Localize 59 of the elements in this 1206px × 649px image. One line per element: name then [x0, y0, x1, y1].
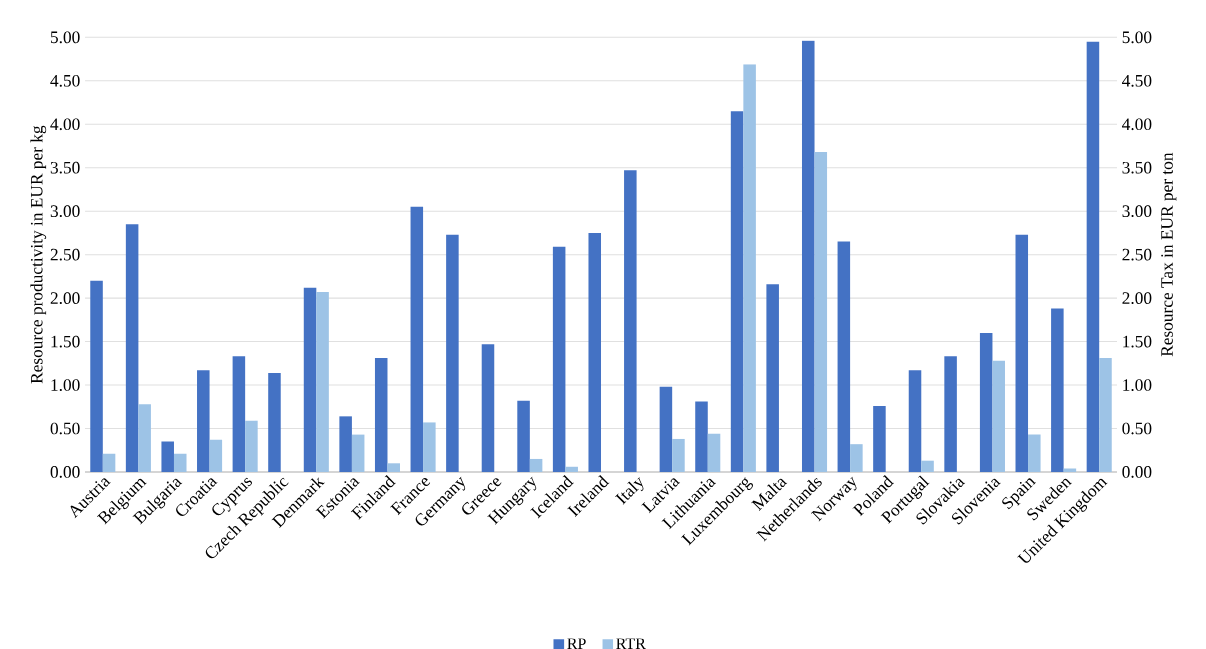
bar	[1099, 358, 1112, 472]
y-tick-label: 4.00	[50, 118, 80, 131]
y-tick-label: 4.50	[50, 74, 80, 87]
y-tick-label: 5.00	[50, 31, 80, 44]
bar	[529, 458, 543, 472]
bar	[552, 246, 566, 472]
bar	[624, 170, 637, 472]
y-tick-label: 1.50	[51, 335, 80, 348]
bar	[446, 234, 459, 472]
bar	[944, 356, 957, 472]
bar	[268, 372, 281, 472]
bar	[232, 356, 246, 472]
bar	[908, 370, 922, 472]
y-axis-title: Resource productivity in EUR per kg	[30, 125, 47, 384]
bar	[766, 284, 779, 472]
bar	[1051, 308, 1064, 472]
y2-tick-label: 1.50	[1123, 335, 1152, 348]
bar	[659, 386, 673, 472]
bar	[90, 280, 103, 472]
y2-tick-label: 4.00	[1122, 118, 1152, 131]
bar	[1086, 41, 1100, 472]
y2-tick-label: 3.00	[1122, 205, 1152, 218]
bar	[481, 344, 495, 472]
y-tick-label: 0.00	[50, 466, 80, 478]
y2-tick-label: 0.00	[1122, 466, 1152, 478]
y-tick-label: 2.00	[50, 292, 80, 305]
bar	[387, 463, 401, 472]
bar	[102, 453, 116, 472]
bar	[423, 422, 436, 472]
bar	[197, 370, 210, 472]
bar	[873, 405, 886, 472]
bar	[138, 404, 151, 472]
bar	[125, 224, 139, 472]
y2-tick-label: 0.50	[1122, 422, 1152, 435]
bar	[517, 400, 530, 472]
bar	[209, 439, 223, 472]
bar	[837, 241, 851, 472]
y-tick-label: 3.00	[50, 205, 80, 218]
bar	[921, 460, 934, 472]
y2-tick-label: 5.00	[1122, 31, 1152, 44]
y2-axis-title: Resource Tax in EUR per ton	[1161, 152, 1177, 357]
legend-label: RTR	[616, 638, 646, 649]
bar	[565, 466, 578, 472]
y2-tick-label: 2.00	[1122, 292, 1152, 305]
legend-label: RP	[567, 638, 586, 649]
y2-tick-label: 2.50	[1122, 248, 1152, 261]
y2-tick-label: 4.50	[1122, 74, 1152, 87]
bar	[850, 444, 863, 472]
bar	[410, 206, 424, 472]
bar	[1028, 434, 1041, 472]
bar	[588, 232, 602, 472]
y-tick-label: 1.00	[51, 379, 80, 391]
y-tick-label: 3.50	[50, 161, 80, 174]
bar	[1015, 234, 1029, 472]
y-tick-label: 2.50	[50, 248, 80, 261]
y2-tick-label: 3.50	[1122, 161, 1152, 174]
bar	[374, 358, 388, 472]
y-tick-label: 0.50	[50, 422, 80, 435]
y2-tick-label: 1.00	[1123, 379, 1152, 391]
